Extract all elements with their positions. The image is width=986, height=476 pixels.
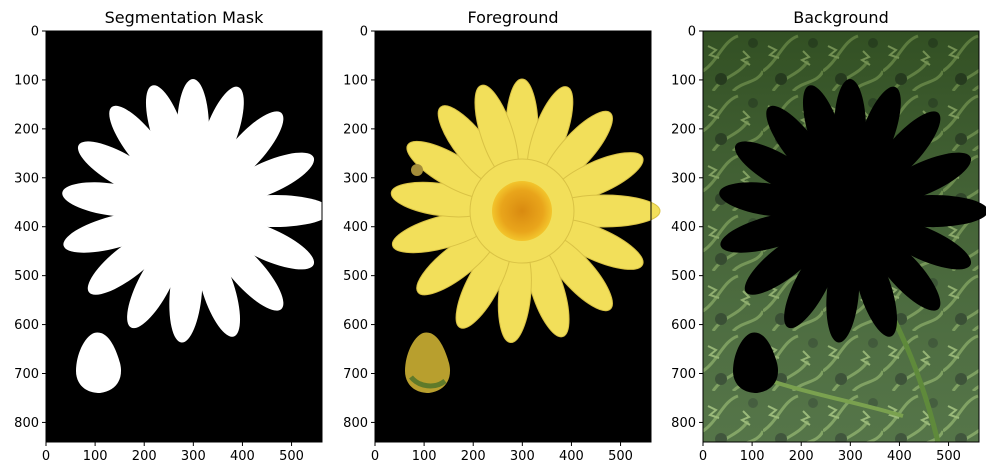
y-tick-label: 400 <box>343 220 368 235</box>
x-tick-label: 300 <box>510 449 535 464</box>
y-tick-label: 100 <box>671 73 696 88</box>
x-ticks: 0 100 200 300 400 500 <box>699 442 961 464</box>
panel-title: Background <box>793 8 888 27</box>
y-ticks: 0 100 200 300 400 500 600 700 800 <box>14 25 46 431</box>
y-tick-label: 300 <box>343 171 368 186</box>
y-tick-label: 500 <box>343 269 368 284</box>
y-tick-label: 100 <box>14 73 39 88</box>
panel-foreground: Foreground 0 100 200 300 400 500 0 100 200 300 40… <box>343 8 661 464</box>
x-tick-label: 0 <box>371 449 379 464</box>
y-tick-label: 0 <box>360 25 368 40</box>
y-tick-label: 500 <box>671 269 696 284</box>
small-bud-fragment <box>411 164 423 176</box>
y-tick-label: 600 <box>671 318 696 333</box>
y-tick-label: 600 <box>14 318 39 333</box>
x-tick-label: 300 <box>838 449 863 464</box>
y-tick-label: 200 <box>343 122 368 137</box>
y-tick-label: 700 <box>14 367 39 382</box>
bud-sepals <box>409 375 447 389</box>
y-tick-label: 200 <box>671 122 696 137</box>
y-tick-label: 800 <box>343 416 368 431</box>
y-tick-label: 100 <box>343 73 368 88</box>
axes-frame <box>374 30 652 443</box>
x-tick-label: 200 <box>132 449 157 464</box>
x-tick-label: 100 <box>740 449 765 464</box>
y-tick-label: 500 <box>14 269 39 284</box>
y-ticks: 0 100 200 300 400 500 600 700 800 <box>343 25 375 431</box>
x-tick-label: 0 <box>699 449 707 464</box>
y-tick-label: 300 <box>14 171 39 186</box>
x-tick-label: 100 <box>83 449 108 464</box>
panel-background: Background 0 100 200 300 400 500 0 100 200 300 40… <box>671 8 986 464</box>
x-tick-label: 400 <box>230 449 255 464</box>
flower-center <box>492 181 552 241</box>
y-tick-label: 800 <box>671 416 696 431</box>
x-tick-label: 200 <box>461 449 486 464</box>
x-tick-label: 100 <box>412 449 437 464</box>
x-tick-label: 200 <box>789 449 814 464</box>
axes-frame <box>45 30 323 443</box>
y-tick-label: 600 <box>343 318 368 333</box>
y-tick-label: 0 <box>688 25 696 40</box>
y-tick-label: 0 <box>31 25 39 40</box>
x-tick-label: 0 <box>42 449 50 464</box>
x-tick-label: 500 <box>936 449 961 464</box>
x-tick-label: 500 <box>608 449 633 464</box>
panel-title: Foreground <box>467 8 558 27</box>
axes-frame <box>702 30 980 443</box>
y-tick-label: 200 <box>14 122 39 137</box>
y-ticks: 0 100 200 300 400 500 600 700 800 <box>671 25 703 431</box>
x-tick-label: 300 <box>181 449 206 464</box>
x-tick-label: 400 <box>887 449 912 464</box>
y-tick-label: 700 <box>343 367 368 382</box>
y-tick-label: 700 <box>671 367 696 382</box>
x-ticks: 0 100 200 300 400 500 <box>42 442 304 464</box>
panel-title: Segmentation Mask <box>105 8 264 27</box>
panel-segmentation-mask: Segmentation Mask 0 100 200 300 400 500 0 100 2… <box>14 8 331 464</box>
y-tick-label: 800 <box>14 416 39 431</box>
y-tick-label: 400 <box>14 220 39 235</box>
x-tick-label: 500 <box>279 449 304 464</box>
y-tick-label: 300 <box>671 171 696 186</box>
y-tick-label: 400 <box>671 220 696 235</box>
x-ticks: 0 100 200 300 400 500 <box>371 442 633 464</box>
x-tick-label: 400 <box>559 449 584 464</box>
